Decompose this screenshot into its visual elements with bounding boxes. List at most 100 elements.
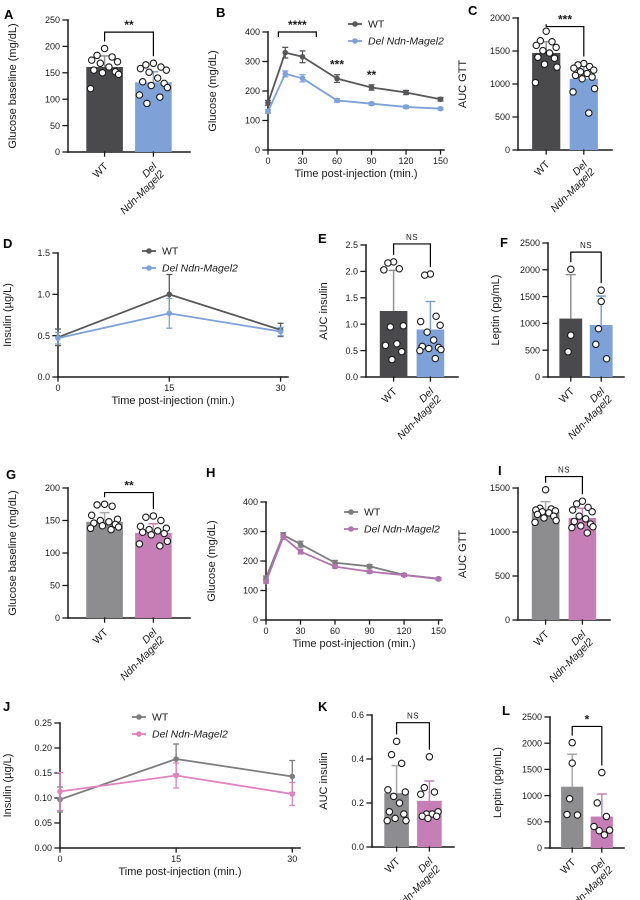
svg-text:150: 150: [433, 156, 448, 166]
svg-text:2000: 2000: [520, 265, 540, 275]
svg-text:1000: 1000: [490, 79, 510, 89]
svg-text:Time post-injection (min.): Time post-injection (min.): [292, 638, 415, 650]
svg-text:AUC insulin: AUC insulin: [318, 752, 330, 809]
svg-text:WT: WT: [532, 628, 552, 648]
svg-text:250: 250: [45, 15, 60, 25]
panel-H-svg: 0 100 200 300 400 Glucose (mg/dL) 0 30 60 90 120 15…: [206, 497, 446, 650]
svg-text:WT: WT: [162, 246, 179, 258]
svg-text:**: **: [124, 18, 134, 32]
panel-l-leptin: L 0 500 1000 1500 2000 2500 Leptin (pg/mL) WT De…: [492, 670, 638, 900]
panel-letter-b: B: [216, 5, 226, 20]
panel-letter-i: I: [498, 463, 502, 478]
svg-text:0.0: 0.0: [37, 372, 50, 382]
svg-text:0.2: 0.2: [351, 798, 364, 808]
svg-text:WT: WT: [364, 507, 381, 519]
svg-text:WT: WT: [557, 385, 577, 405]
scatter-points-wt: [563, 738, 582, 819]
significance: NS: [393, 233, 431, 268]
legend: WT Del Ndn-Magel2: [348, 19, 444, 48]
significance: *: [571, 712, 603, 766]
svg-text:**: **: [367, 68, 377, 82]
panel-D-svg: 0.0 0.5 1.0 1.5 Insulin (µg/L) 0 15 30 Time post…: [2, 246, 289, 407]
svg-text:2500: 2500: [522, 712, 542, 722]
panel-g-glucose-baseline: G 0 50 100 150 200 Glucose baseline (mg/dL) WT…: [2, 444, 206, 683]
panel-e-auc-insulin: E 0.0 0.5 1.0 1.5 2.0 2.5 AUC insulin WT DelNdn-…: [318, 222, 490, 442]
x-axis: 0 30 60 90 120 150 Time post-injection (min.): [263, 619, 446, 650]
svg-text:0: 0: [57, 854, 62, 864]
legend: WT Del Ndn-Magel2: [142, 246, 238, 275]
svg-text:AUC insulin: AUC insulin: [318, 282, 330, 339]
svg-text:Time post-injection (min.): Time post-injection (min.): [111, 395, 234, 407]
svg-text:0.5: 0.5: [345, 346, 358, 356]
svg-text:Del Ndn-Magel2: Del Ndn-Magel2: [364, 524, 440, 536]
svg-text:200: 200: [45, 42, 60, 52]
svg-text:Time post-injection (min.): Time post-injection (min.): [294, 168, 417, 180]
svg-text:0.05: 0.05: [34, 818, 52, 828]
scatter-points-wt: [380, 258, 408, 364]
annotation-bracket: ****: [277, 18, 317, 37]
svg-text:WT: WT: [383, 855, 403, 875]
svg-text:Insulin (µg/L): Insulin (µg/L): [2, 283, 14, 347]
svg-text:Del Ndn-Magel2: Del Ndn-Magel2: [368, 36, 444, 48]
svg-text:0.10: 0.10: [34, 793, 52, 803]
annotation-stars: ***: [330, 58, 344, 72]
svg-text:Insulin (µg/L): Insulin (µg/L): [2, 754, 14, 818]
scatter-points-del: [592, 286, 611, 363]
svg-text:400: 400: [245, 27, 260, 37]
svg-text:0.20: 0.20: [34, 743, 52, 753]
svg-text:0: 0: [505, 145, 510, 155]
svg-text:1500: 1500: [522, 765, 542, 775]
significance: **: [104, 479, 154, 509]
panel-a-glucose-baseline: A 0 50 100 150 200 250 Glucose baseline (mg/dL…: [2, 2, 206, 218]
chart-e: 0.0 0.5 1.0 1.5 2.0 2.5 AUC insulin WT DelNdn-Ma…: [318, 222, 490, 442]
y-axis: 0 50 100 150 200 Glucose baseline (mg/dL): [7, 483, 69, 623]
scatter-points-wt: [531, 27, 561, 87]
y-axis: 0 500 1000 1500 2000 2500 Leptin (pg/mL): [490, 238, 549, 382]
svg-text:60: 60: [330, 626, 340, 636]
svg-text:AUC GTT: AUC GTT: [457, 60, 469, 109]
chart-a: 0 50 100 150 200 250 Glucose baseline (mg/dL) W…: [2, 2, 206, 218]
x-axis: 0 15 30 Time post-injection (min.): [55, 376, 289, 407]
svg-text:60: 60: [332, 156, 342, 166]
chart-c: 0 500 1000 1500 2000 AUC GTT WT DelNdn-Magel2 **…: [456, 2, 638, 218]
svg-text:50: 50: [50, 581, 60, 591]
svg-text:Glucose baseline (mg/dL): Glucose baseline (mg/dL): [7, 23, 19, 148]
y-axis: 0 50 100 150 200 250 Glucose baseline (mg/dL): [7, 15, 69, 157]
bar-group-wt: WT: [557, 265, 583, 406]
svg-text:0.4: 0.4: [351, 754, 364, 764]
series-wt: [265, 46, 444, 106]
svg-text:100: 100: [243, 586, 258, 596]
svg-text:2000: 2000: [522, 738, 542, 748]
scatter-points-wt: [531, 486, 560, 527]
svg-text:150: 150: [45, 68, 60, 78]
y-axis: 0.0 0.5 1.0 1.5 2.0 2.5 AUC insulin: [318, 240, 367, 382]
svg-text:500: 500: [495, 571, 510, 581]
svg-text:NS: NS: [580, 241, 592, 250]
series-del: [55, 297, 284, 345]
chart-k: 0.0 0.2 0.4 0.6 AUC insulin WT DelNdn-Magel2 NS: [318, 670, 492, 900]
y-axis: 0.0 0.2 0.4 0.6 AUC insulin: [318, 710, 373, 852]
panel-c-auc-gtt: C 0 500 1000 1500 2000 AUC GTT WT DelNdn-Magel2…: [456, 2, 638, 218]
svg-text:30: 30: [298, 156, 308, 166]
svg-text:15: 15: [171, 854, 181, 864]
y-axis: 0.00 0.05 0.10 0.15 0.20 0.25 Insulin (µg/L): [2, 718, 61, 853]
svg-text:Leptin (pg/mL): Leptin (pg/mL): [492, 747, 504, 818]
svg-text:100: 100: [245, 116, 260, 126]
svg-text:300: 300: [243, 527, 258, 537]
svg-text:150: 150: [45, 516, 60, 526]
bar-group-wt: WT: [531, 27, 561, 179]
panel-letter-e: E: [318, 231, 327, 246]
svg-text:0: 0: [255, 145, 260, 155]
svg-text:2000: 2000: [490, 13, 510, 23]
svg-text:1.0: 1.0: [37, 290, 50, 300]
svg-text:30: 30: [287, 854, 297, 864]
panel-letter-a: A: [4, 7, 14, 22]
svg-text:1000: 1000: [520, 319, 540, 329]
svg-text:Del Ndn-Magel2: Del Ndn-Magel2: [152, 729, 228, 741]
y-axis: 0 100 200 300 400 Glucose (mg/dL): [206, 497, 267, 625]
svg-text:300: 300: [245, 57, 260, 67]
svg-text:0.6: 0.6: [351, 710, 364, 720]
series-del: [263, 534, 442, 585]
panel-letter-d: D: [3, 236, 13, 251]
